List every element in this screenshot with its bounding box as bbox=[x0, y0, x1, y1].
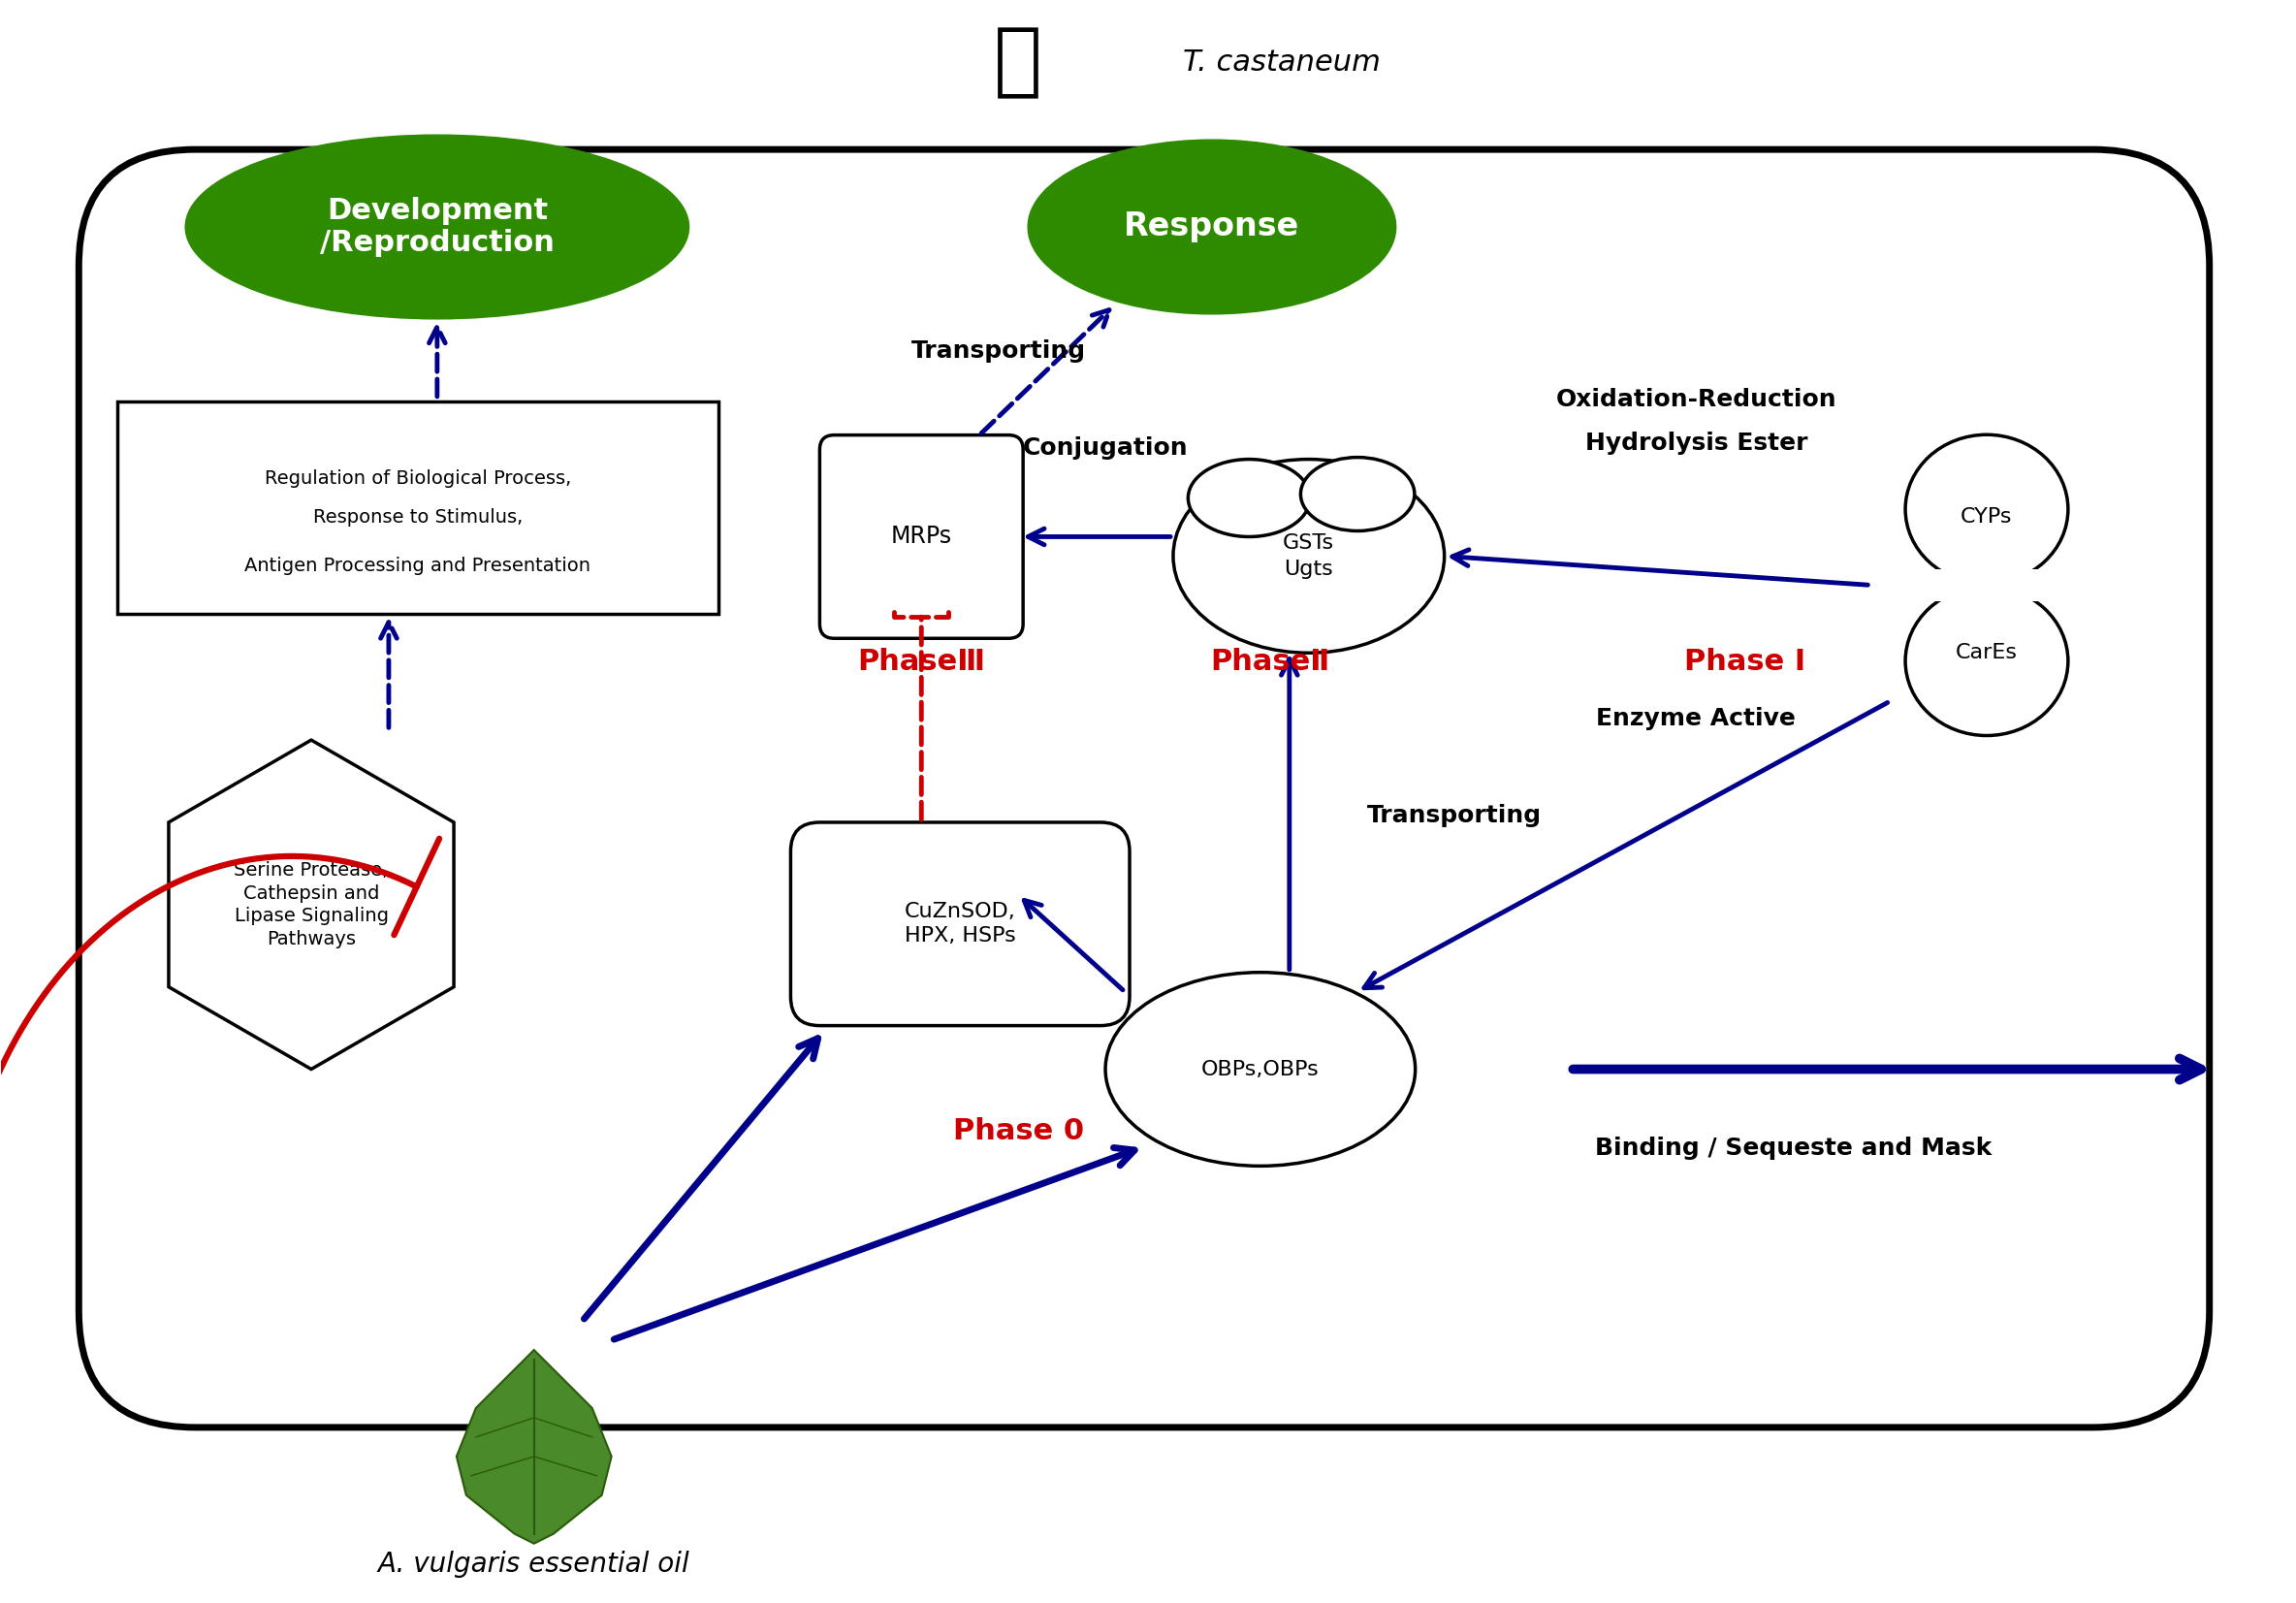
Text: GSTs
Ugts: GSTs Ugts bbox=[1283, 534, 1334, 579]
Ellipse shape bbox=[1187, 460, 1311, 537]
Text: Antigen Processing and Presentation: Antigen Processing and Presentation bbox=[246, 556, 590, 575]
Ellipse shape bbox=[1029, 139, 1396, 314]
Ellipse shape bbox=[1104, 973, 1414, 1165]
Text: 🪲: 🪲 bbox=[994, 22, 1042, 101]
Text: Binding / Sequeste and Mask: Binding / Sequeste and Mask bbox=[1596, 1137, 1991, 1161]
Bar bbox=[1922, 569, 2053, 601]
Text: CYPs: CYPs bbox=[1961, 508, 2014, 527]
FancyBboxPatch shape bbox=[790, 822, 1130, 1026]
Text: Development
/Reproduction: Development /Reproduction bbox=[319, 197, 553, 256]
Text: Phase I: Phase I bbox=[1683, 648, 1805, 676]
Text: Transporting: Transporting bbox=[912, 340, 1086, 362]
Text: Oxidation-Reduction: Oxidation-Reduction bbox=[1557, 388, 1837, 410]
Text: CarEs: CarEs bbox=[1956, 643, 2018, 662]
Text: Transporting: Transporting bbox=[1366, 803, 1541, 827]
Ellipse shape bbox=[1300, 457, 1414, 531]
FancyBboxPatch shape bbox=[78, 149, 2209, 1427]
Text: OBPs,OBPs: OBPs,OBPs bbox=[1201, 1060, 1320, 1079]
Text: Serine Protease,
Cathepsin and
Lipase Signaling
Pathways: Serine Protease, Cathepsin and Lipase Si… bbox=[234, 861, 388, 947]
Text: A. vulgaris essential oil: A. vulgaris essential oil bbox=[379, 1550, 691, 1577]
FancyBboxPatch shape bbox=[820, 434, 1024, 638]
Text: Response to Stimulus,: Response to Stimulus, bbox=[312, 508, 523, 526]
FancyBboxPatch shape bbox=[117, 401, 719, 614]
Text: Regulation of Biological Process,: Regulation of Biological Process, bbox=[264, 470, 572, 487]
Text: PhaseⅢ: PhaseⅢ bbox=[856, 648, 985, 676]
Ellipse shape bbox=[1173, 460, 1444, 652]
Polygon shape bbox=[168, 741, 455, 1069]
Text: Hydrolysis Ester: Hydrolysis Ester bbox=[1584, 431, 1807, 454]
Ellipse shape bbox=[1906, 587, 2069, 736]
Ellipse shape bbox=[186, 135, 689, 319]
Text: Conjugation: Conjugation bbox=[1022, 436, 1187, 460]
Text: Response: Response bbox=[1125, 212, 1300, 244]
Ellipse shape bbox=[1906, 434, 2069, 583]
Text: CuZnSOD,
HPX, HSPs: CuZnSOD, HPX, HSPs bbox=[905, 902, 1015, 946]
Text: Enzyme Active: Enzyme Active bbox=[1596, 707, 1795, 731]
Text: MRPs: MRPs bbox=[891, 526, 953, 548]
Text: PhaseⅡ: PhaseⅡ bbox=[1210, 648, 1329, 676]
Polygon shape bbox=[457, 1350, 611, 1544]
Text: T. castaneum: T. castaneum bbox=[1182, 48, 1380, 77]
Text: Phase 0: Phase 0 bbox=[953, 1117, 1084, 1146]
